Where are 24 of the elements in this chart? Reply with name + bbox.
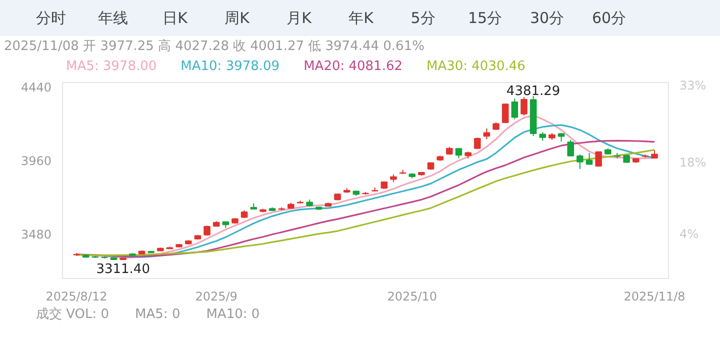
candlestick (567, 139, 574, 156)
text: 成交 VOL: 0 MA5: 0 MA10: 0 (35, 306, 260, 324)
candlestick (586, 152, 593, 165)
text: MA10: 3978.09 (180, 59, 280, 74)
x-tick-label: 2025/8/12 (46, 290, 108, 304)
y-tick-label: 3960 (20, 154, 52, 168)
candlestick (502, 103, 509, 124)
y-tick-label: 3480 (20, 228, 52, 242)
candlestick (455, 148, 462, 159)
text: 分时 年线 日K 周K 月K 年K 5分 15分 30分 60分 (36, 9, 626, 27)
x-tick-label: 2025/11/8 (624, 290, 686, 304)
x-tick-label: 2025/10 (387, 290, 438, 304)
x-tick-label: 2025/9 (195, 290, 238, 304)
y-tick-label: 4440 (20, 80, 52, 95)
candlestick (483, 128, 490, 140)
candlestick (511, 98, 518, 120)
annotation: 3311.40 (96, 262, 150, 277)
text: MA30: 4030.46 (426, 59, 526, 74)
candlestick (520, 96, 528, 116)
text: MA20: 4081.62 (304, 59, 402, 74)
text: 2025/11/08 开 3977.25 高 4027.28 收 4001.27 低 3974.44 0.61% (3, 38, 424, 56)
candlestick (576, 154, 584, 170)
text: MA5: 3978.00 (66, 59, 157, 74)
annotation: 4381.29 (506, 84, 560, 100)
